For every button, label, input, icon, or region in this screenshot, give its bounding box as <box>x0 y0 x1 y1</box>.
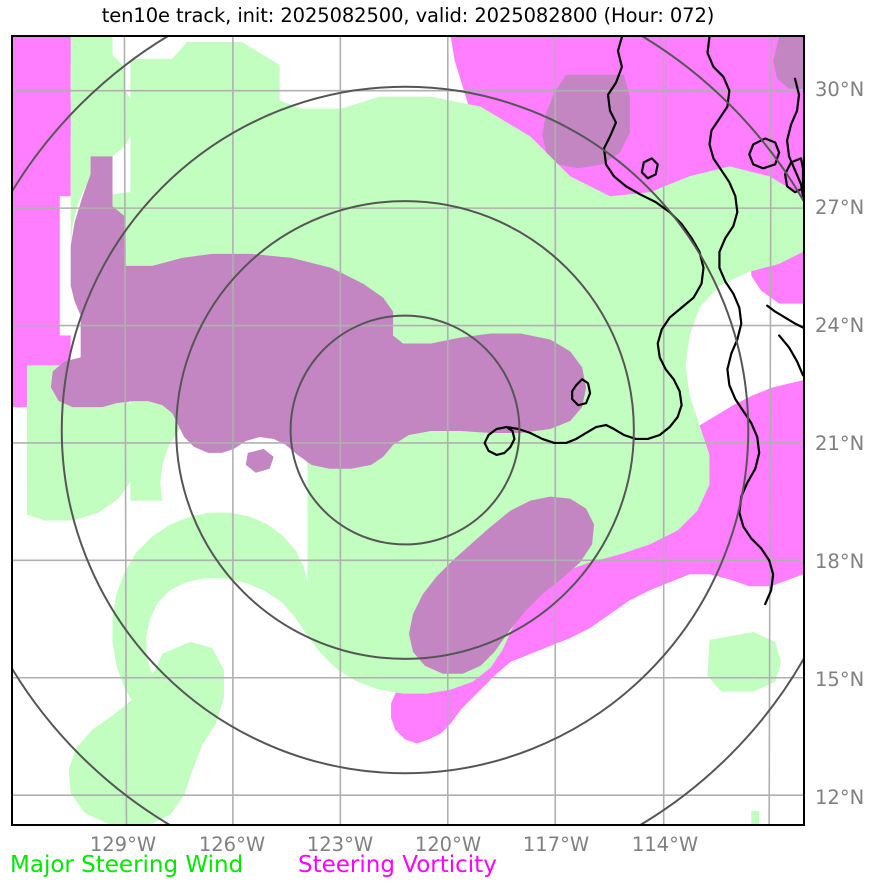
legend: Major Steering Wind Steering Vorticity <box>0 852 873 886</box>
lon-tick-123w: 123°W <box>306 833 374 856</box>
lat-tick-18n: 18°N <box>815 550 865 573</box>
map-canvas <box>13 37 803 824</box>
lat-tick-15n: 15°N <box>815 668 865 691</box>
range-ring-1 <box>289 314 521 546</box>
coastline-layer <box>483 37 803 606</box>
legend-steering-vorticity: Steering Vorticity <box>298 852 497 878</box>
page-title: ten10e track, init: 2025082500, valid: 2… <box>101 4 715 27</box>
lat-tick-24n: 24°N <box>815 314 865 337</box>
overlap-fill-layer <box>50 37 803 674</box>
lon-tick-126w: 126°W <box>198 833 266 856</box>
legend-major-steering-wind: Major Steering Wind <box>10 852 244 878</box>
map-plot-area[interactable] <box>11 35 805 826</box>
lat-tick-30n: 30°N <box>815 78 865 101</box>
lon-tick-129w: 129°W <box>89 833 157 856</box>
lon-tick-120w: 120°W <box>414 833 482 856</box>
lat-tick-27n: 27°N <box>815 196 865 219</box>
lon-tick-114w: 114°W <box>631 833 699 856</box>
range-ring-3 <box>60 85 750 775</box>
range-ring-2 <box>175 200 635 660</box>
range-rings-layer <box>13 37 803 824</box>
lon-tick-117w: 117°W <box>522 833 590 856</box>
lat-tick-12n: 12°N <box>815 786 865 809</box>
lat-tick-21n: 21°N <box>815 432 865 455</box>
